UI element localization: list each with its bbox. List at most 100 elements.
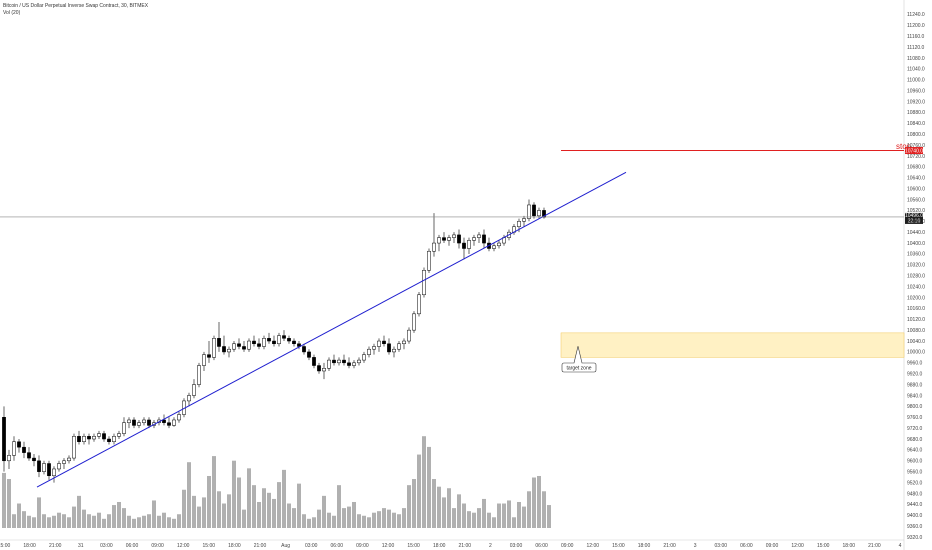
- candle-body: [427, 250, 431, 271]
- candle-body: [252, 340, 256, 345]
- y-tick-label: 9680.0: [907, 437, 923, 443]
- time-axis: 15:00 18:00 21:00 31 03:00 06:00 09:00 12:00 15:…: [0, 543, 902, 549]
- volume-bar: [197, 506, 201, 528]
- candle-body: [537, 210, 541, 217]
- candle-body: [62, 460, 66, 464]
- candle-body: [452, 234, 456, 238]
- candle-body: [57, 463, 61, 470]
- volume-bar: [92, 515, 96, 528]
- volume-bar: [492, 517, 496, 528]
- volume-bar: [297, 483, 301, 528]
- candle-body: [142, 419, 146, 423]
- volume-bar: [432, 479, 436, 528]
- y-tick-label: 10200.0: [907, 295, 925, 301]
- x-tick-label: 18:00: [228, 543, 241, 549]
- x-tick-label: 06:00: [126, 543, 139, 549]
- y-tick-label: 10480.0: [907, 219, 925, 225]
- candle-body: [357, 359, 361, 364]
- y-tick-label: 10880.0: [907, 110, 925, 116]
- candle-body: [217, 338, 221, 347]
- last-price-label: 10496.0: [905, 213, 923, 219]
- y-tick-label: 9440.0: [907, 502, 923, 508]
- volume-bar: [162, 512, 166, 528]
- volume-bar: [192, 495, 196, 528]
- candle-body: [112, 436, 116, 442]
- candle-body: [122, 422, 126, 434]
- x-tick-label: 03:00: [305, 543, 318, 549]
- volume-bar: [522, 506, 526, 528]
- candle-body: [22, 446, 26, 453]
- candle-body: [42, 463, 46, 472]
- volume-bar: [362, 515, 366, 528]
- candle-body: [472, 237, 476, 241]
- candle-body: [172, 419, 176, 426]
- y-tick-label: 10920.0: [907, 99, 925, 105]
- volume-bar: [382, 508, 386, 528]
- y-tick-label: 9920.0: [907, 372, 923, 378]
- x-tick-label: 15:00: [612, 543, 625, 549]
- candle-body: [412, 313, 416, 331]
- volume-bar: [277, 482, 281, 528]
- y-tick-label: 9720.0: [907, 426, 923, 432]
- y-tick-label: 10160.0: [907, 306, 925, 312]
- volume-bar: [272, 498, 276, 528]
- candle-body: [97, 433, 101, 437]
- candle-body: [372, 346, 376, 350]
- candle-body: [67, 457, 71, 462]
- candle-body: [242, 346, 246, 350]
- x-tick-label: 18:00: [433, 543, 446, 549]
- y-tick-label: 10760.0: [907, 143, 925, 149]
- candle-body: [52, 468, 56, 477]
- volume-bar: [62, 514, 66, 528]
- candle-body: [352, 362, 356, 366]
- volume-bar: [367, 517, 371, 528]
- volume-bar: [47, 517, 51, 528]
- candle-body: [322, 368, 326, 372]
- candle-body: [2, 416, 6, 462]
- volume-bar: [392, 512, 396, 528]
- candle-body: [72, 436, 76, 459]
- candle-body: [237, 343, 241, 347]
- candle-body: [192, 384, 196, 396]
- candle-body: [367, 348, 371, 355]
- candle-body: [482, 234, 486, 244]
- candle-body: [262, 338, 266, 347]
- volume-bar: [312, 517, 316, 528]
- y-tick-label: 9320.0: [907, 535, 923, 541]
- x-tick-label: 09:00: [561, 543, 574, 549]
- x-tick-label: 31: [78, 543, 84, 549]
- y-tick-label: 9600.0: [907, 459, 923, 465]
- volume-bar: [212, 456, 216, 528]
- candle-body: [47, 463, 51, 477]
- x-tick-label: 03:00: [715, 543, 728, 549]
- x-tick-label: 12:00: [587, 543, 600, 549]
- volume-bar: [427, 446, 431, 528]
- candle-body: [202, 354, 206, 366]
- candle-body: [332, 359, 336, 364]
- candle-body: [117, 433, 121, 437]
- candles: [2, 199, 546, 483]
- volume-bar: [77, 495, 81, 528]
- x-tick-label: 4: [899, 543, 902, 549]
- x-tick-label: 18:00: [638, 543, 651, 549]
- volume-bar: [542, 491, 546, 528]
- y-tick-label: 10240.0: [907, 284, 925, 290]
- volume-bar: [22, 511, 26, 528]
- volume-bar: [497, 503, 501, 528]
- volume-bar: [117, 501, 121, 528]
- volume-bar: [397, 514, 401, 528]
- candle-body: [402, 340, 406, 345]
- candle-body: [477, 234, 481, 238]
- candle-body: [37, 460, 41, 472]
- volume-bar: [102, 518, 106, 528]
- volume-bar: [97, 512, 101, 528]
- y-tick-label: 10640.0: [907, 176, 925, 182]
- x-tick-label: 18:00: [23, 543, 36, 549]
- candle-body: [247, 340, 251, 350]
- volume-bar: [342, 508, 346, 528]
- candle-body: [32, 457, 36, 462]
- last-price-tag: [905, 212, 923, 224]
- x-tick-label: 06:00: [535, 543, 548, 549]
- candle-body: [397, 343, 401, 350]
